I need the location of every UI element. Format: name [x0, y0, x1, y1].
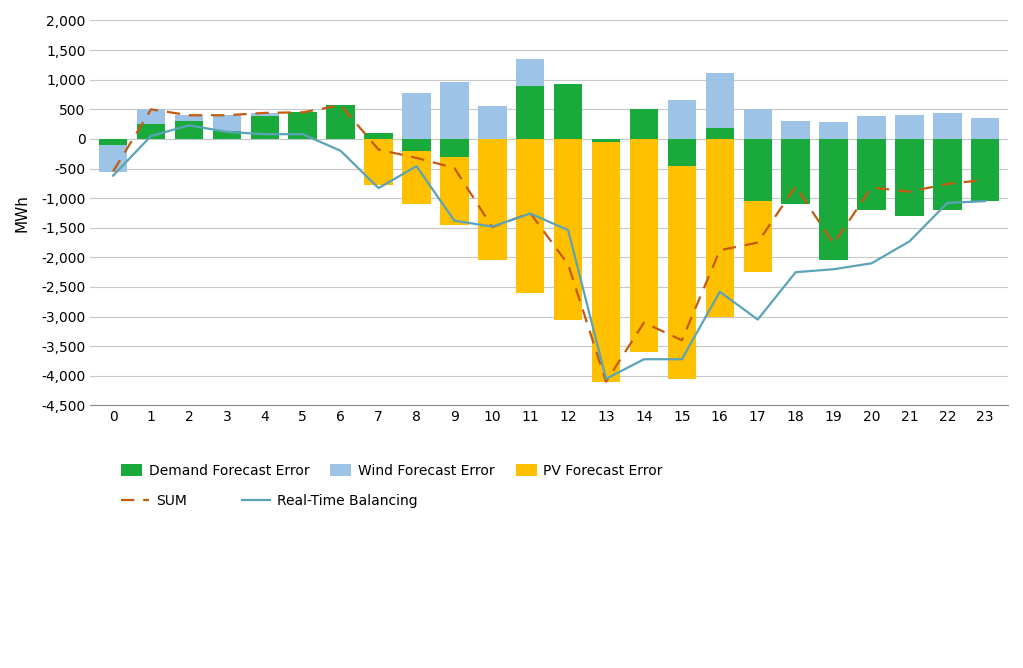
Bar: [440, 139, 469, 157]
Bar: [402, 139, 431, 151]
Bar: [744, 201, 772, 272]
Bar: [213, 116, 241, 131]
Bar: [516, 139, 544, 293]
Bar: [137, 124, 166, 139]
Bar: [857, 116, 886, 139]
Bar: [175, 116, 204, 121]
Bar: [99, 145, 127, 172]
Bar: [326, 105, 355, 139]
Bar: [516, 86, 544, 139]
Bar: [364, 133, 393, 139]
Bar: [933, 113, 962, 139]
Bar: [516, 59, 544, 86]
Y-axis label: MWh: MWh: [15, 194, 30, 232]
Bar: [99, 139, 127, 145]
Bar: [288, 112, 317, 139]
Bar: [402, 151, 431, 204]
Bar: [364, 139, 393, 185]
Bar: [175, 121, 204, 139]
Bar: [895, 115, 924, 139]
Bar: [630, 139, 658, 352]
Bar: [744, 139, 772, 201]
Bar: [819, 139, 848, 261]
Bar: [933, 139, 962, 210]
Bar: [592, 139, 620, 142]
Bar: [213, 131, 241, 139]
Bar: [971, 139, 999, 201]
Bar: [440, 157, 469, 225]
Bar: [137, 110, 166, 124]
Bar: [706, 73, 735, 128]
Bar: [251, 116, 279, 139]
Bar: [553, 84, 582, 139]
Bar: [706, 139, 735, 317]
Bar: [819, 122, 848, 139]
Bar: [402, 93, 431, 139]
Bar: [478, 139, 506, 261]
Bar: [440, 82, 469, 139]
Bar: [592, 142, 620, 381]
Bar: [782, 139, 810, 204]
Bar: [668, 139, 696, 166]
Bar: [478, 106, 506, 139]
Bar: [668, 100, 696, 139]
Bar: [971, 118, 999, 139]
Bar: [251, 113, 279, 116]
Bar: [744, 110, 772, 139]
Bar: [857, 139, 886, 210]
Bar: [895, 139, 924, 216]
Bar: [668, 166, 696, 379]
Bar: [630, 110, 658, 139]
Legend: SUM, Real-Time Balancing: SUM, Real-Time Balancing: [116, 489, 424, 514]
Bar: [782, 121, 810, 139]
Bar: [706, 128, 735, 139]
Bar: [553, 139, 582, 319]
